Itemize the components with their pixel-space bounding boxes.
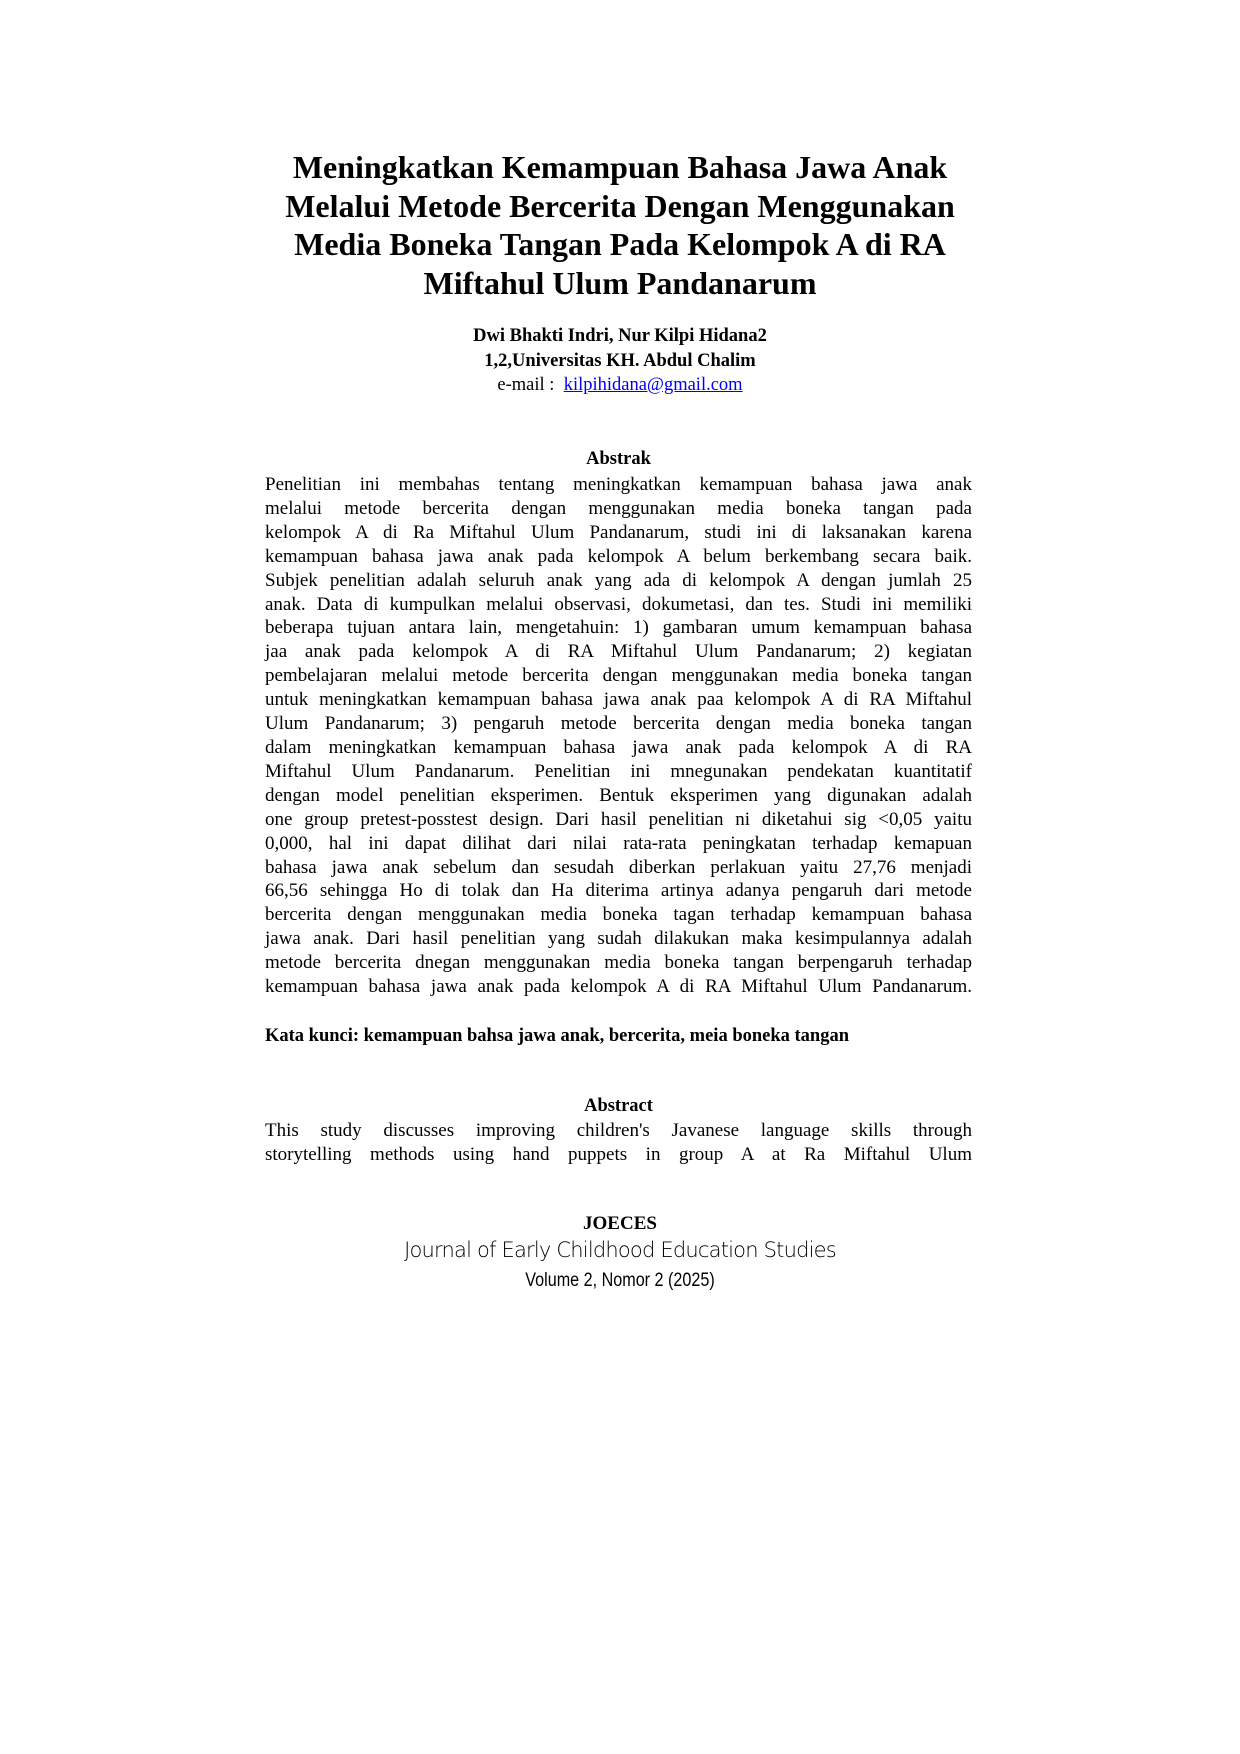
text-line: kelompok A di Ra Miftahul Ulum Pandanaru…: [265, 521, 972, 543]
text-line: jawa anak. Dari hasil penelitian yang su…: [265, 928, 972, 950]
text-line: dalam meningkatkan kemampuan bahasa jawa…: [265, 736, 972, 758]
email-label: e-mail :: [497, 375, 555, 395]
abstrak-heading: Abstrak: [586, 449, 651, 469]
authors: Dwi Bhakti Indri, Nur Kilpi Hidana2: [473, 326, 767, 346]
text-line: anak. Data di kumpulkan melalui observas…: [265, 593, 972, 615]
text-line: one group pretest-posstest design. Dari …: [265, 808, 972, 830]
paper-title: Meningkatkan Kemampuan Bahasa Jawa Anak …: [200, 148, 1040, 302]
text-line: kemampuan bahasa jawa anak pada kelompok…: [265, 976, 972, 998]
title-line: Melalui Metode Bercerita Dengan Mengguna…: [285, 187, 955, 224]
email-link[interactable]: kilpihidana@gmail.com: [563, 375, 743, 395]
keywords: Kata kunci: kemampuan bahsa jawa anak, b…: [265, 1026, 850, 1046]
journal-abbr: JOECES: [583, 1213, 657, 1234]
author-block: Dwi Bhakti Indri, Nur Kilpi Hidana2 1,2,…: [200, 324, 1040, 398]
text-line: jaa anak pada kelompok A di RA Miftahul …: [265, 641, 972, 663]
text-line: 0,000, hal ini dapat dilihat dari nilai …: [265, 832, 972, 854]
email-row: e-mail : kilpihidana@gmail.com: [200, 373, 1040, 398]
text-line: beberapa tujuan antara lain, mengetahuin…: [265, 617, 972, 639]
abstrak-body: Penelitian ini membahas tentang meningka…: [265, 473, 972, 999]
text-line: pembelajaran melalui metode bercerita de…: [265, 665, 972, 687]
text-line: This study discusses improving children'…: [265, 1120, 972, 1141]
text-line: Subjek penelitian adalah seluruh anak ya…: [265, 569, 972, 591]
abstract-body: This study discusses improving children'…: [265, 1119, 972, 1167]
text-line: 66,56 sehingga Ho di tolak dan Ha diteri…: [265, 880, 972, 902]
text-line: kemampuan bahasa jawa anak pada kelompok…: [265, 545, 972, 567]
text-line: Penelitian ini membahas tentang meningka…: [265, 474, 972, 495]
title-line: Media Boneka Tangan Pada Kelompok A di R…: [294, 226, 946, 262]
text-line: bahasa jawa anak sebelum dan sesudah dib…: [265, 856, 972, 878]
title-line: Miftahul Ulum Pandanarum: [423, 264, 817, 301]
text-line: bercerita dengan menggunakan media bonek…: [265, 904, 972, 926]
text-line: metode bercerita dnegan menggunakan medi…: [265, 952, 972, 974]
text-line: dengan model penelitian eksperimen. Bent…: [265, 784, 972, 806]
text-line: untuk meningkatkan kemampuan bahasa jawa…: [265, 689, 972, 711]
title-line: Meningkatkan Kemampuan Bahasa Jawa Anak: [292, 149, 948, 185]
text-line: Ulum Pandanarum; 3) pengaruh metode berc…: [265, 713, 972, 735]
affiliation: 1,2,Universitas KH. Abdul Chalim: [484, 350, 756, 371]
journal-volume: Volume 2, Nomor 2 (2025): [525, 1270, 715, 1291]
text-line: storytelling methods using hand puppets …: [265, 1143, 972, 1165]
text-line: Miftahul Ulum Pandanarum. Penelitian ini…: [265, 760, 972, 782]
abstract-heading: Abstract: [584, 1096, 653, 1116]
journal-name: Journal of Early Childhood Education Stu…: [404, 1238, 837, 1262]
text-line: melalui metode bercerita dengan mengguna…: [265, 497, 972, 519]
